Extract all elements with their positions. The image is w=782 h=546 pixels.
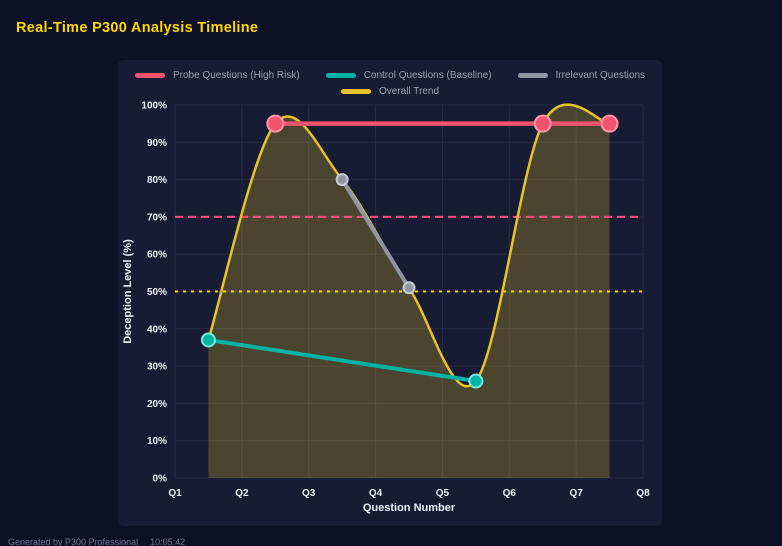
y-tick-label: 100% (141, 101, 167, 112)
trend-legend-swatch (340, 89, 371, 94)
irrelevant-point[interactable] (335, 173, 349, 187)
y-tick-label: 30% (147, 362, 167, 373)
control-line (206, 337, 478, 384)
control-point[interactable] (468, 373, 484, 389)
y-tick-label: 50% (147, 287, 167, 298)
control-legend-label: Control Questions (Baseline) (363, 70, 492, 81)
chart-panel (118, 60, 662, 526)
probe-legend-label: Probe Questions (High Risk) (172, 70, 300, 81)
x-tick-label: Q3 (302, 488, 316, 499)
footer-note: Generated by P300 Professional 10:05:42 (8, 537, 185, 546)
irrelevant-legend-label: Irrelevant Questions (555, 70, 646, 81)
irrelevant-line (340, 177, 411, 290)
y-tick-label: 10% (147, 436, 167, 447)
chart-legend: Probe Questions (High Risk) Control Ques… (120, 70, 660, 97)
x-tick-label: Q1 (168, 488, 182, 499)
legend-row-1: Probe Questions (High Risk) Control Ques… (134, 70, 646, 81)
footer-timestamp: 10:05:42 (150, 537, 186, 546)
probe-point[interactable] (533, 114, 552, 133)
x-axis-title: Question Number (363, 502, 456, 514)
footer-generated-text: Generated by P300 Professional (8, 537, 139, 546)
y-tick-label: 60% (147, 250, 167, 261)
y-tick-label: 90% (147, 138, 167, 149)
timeline-chart[interactable]: Q1 Q2 Q3 Q4 Q5 Q6 Q7 Q8 0% 10% 20% 30% 40% 50% 60% 70% 8… (120, 64, 660, 534)
legend-row-2: Overall Trend (340, 86, 440, 97)
y-axis-title: Deception Level (%) (122, 239, 134, 344)
y-tick-label: 0% (153, 474, 168, 485)
x-tick-label: Q7 (569, 488, 583, 499)
x-tick-label: Q4 (369, 488, 383, 499)
y-tick-label: 40% (147, 324, 167, 335)
control-legend-swatch (325, 73, 356, 78)
legend-item-irrelevant[interactable]: Irrelevant Questions (517, 70, 646, 81)
probe-point[interactable] (266, 114, 285, 133)
legend-item-trend[interactable]: Overall Trend (340, 86, 440, 97)
legend-item-control[interactable]: Control Questions (Baseline) (325, 70, 492, 81)
x-tick-label: Q2 (235, 488, 249, 499)
control-point[interactable] (200, 332, 216, 348)
x-tick-label: Q6 (503, 488, 517, 499)
page-title: Real-Time P300 Analysis Timeline (16, 20, 259, 36)
irrelevant-point[interactable] (402, 281, 416, 295)
legend-item-probe[interactable]: Probe Questions (High Risk) (134, 70, 300, 81)
trend-legend-label: Overall Trend (378, 86, 440, 97)
probe-point[interactable] (600, 114, 619, 133)
y-tick-label: 80% (147, 175, 167, 186)
x-tick-label: Q8 (636, 488, 650, 499)
probe-legend-swatch (134, 73, 165, 78)
irrelevant-legend-swatch (517, 73, 548, 78)
y-tick-label: 20% (147, 399, 167, 410)
x-tick-label: Q5 (436, 488, 450, 499)
y-tick-label: 70% (147, 212, 167, 223)
